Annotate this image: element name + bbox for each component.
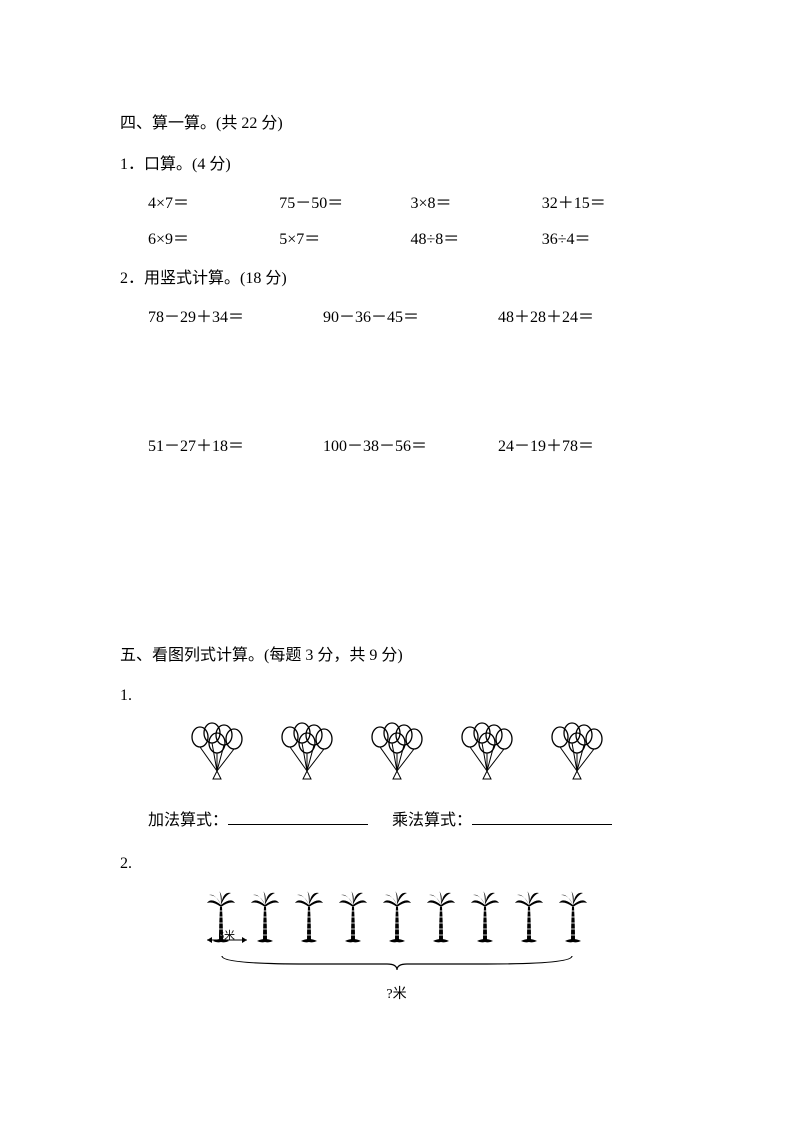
addition-label: 加法算式： bbox=[148, 807, 228, 836]
calc-cell: 24－19＋78＝ bbox=[498, 433, 673, 462]
s4-q1-row1: 4×7＝ 75－50＝ 3×8＝ 32＋15＝ bbox=[120, 190, 673, 219]
calc-cell: 48÷8＝ bbox=[411, 226, 542, 255]
balloon-bunch-icon bbox=[542, 721, 612, 791]
s4-q2-row2: 51－27＋18＝ 100－38－56＝ 24－19＋78＝ bbox=[120, 433, 673, 462]
s4-q2-row1: 78－29＋34＝ 90－36－45＝ 48＋28＋24＝ bbox=[120, 304, 673, 333]
calc-cell: 51－27＋18＝ bbox=[148, 433, 323, 462]
palm-tree-icon bbox=[557, 889, 589, 945]
balloon-bunch-icon bbox=[362, 721, 432, 791]
section5-title: 五、看图列式计算。(每题 3 分，共 9 分) bbox=[120, 642, 673, 671]
palm-tree-icon bbox=[381, 889, 413, 945]
multiplication-label: 乘法算式： bbox=[392, 807, 472, 836]
palm-tree-icon bbox=[337, 889, 369, 945]
calc-cell: 100－38－56＝ bbox=[323, 433, 498, 462]
brace-svg bbox=[217, 954, 577, 972]
balloon-bunch-icon bbox=[452, 721, 522, 791]
calc-cell: 78－29＋34＝ bbox=[148, 304, 323, 333]
calc-cell: 6×9＝ bbox=[148, 226, 279, 255]
balloon-bunch-icon bbox=[272, 721, 342, 791]
palm-tree-icon bbox=[425, 889, 457, 945]
palm-tree-icon bbox=[469, 889, 501, 945]
palm-tree-icon bbox=[249, 889, 281, 945]
palm-tree-icon bbox=[513, 889, 545, 945]
tree-figure: 6米 ?米 bbox=[120, 889, 673, 1008]
s5-q2-num: 2. bbox=[120, 850, 673, 879]
question-meters: ?米 bbox=[120, 982, 673, 1007]
palm-tree-icon bbox=[293, 889, 325, 945]
calc-cell: 4×7＝ bbox=[148, 190, 279, 219]
s4-q1-title: 1．口算。(4 分) bbox=[120, 151, 673, 180]
calc-cell: 32＋15＝ bbox=[542, 190, 673, 219]
calc-cell: 5×7＝ bbox=[279, 226, 410, 255]
s4-q1-row2: 6×9＝ 5×7＝ 48÷8＝ 36÷4＝ bbox=[120, 226, 673, 255]
balloon-row bbox=[120, 721, 673, 791]
calc-cell: 36÷4＝ bbox=[542, 226, 673, 255]
section4-title: 四、算一算。(共 22 分) bbox=[120, 110, 673, 139]
s4-q2-title: 2．用竖式计算。(18 分) bbox=[120, 265, 673, 294]
s5-q1-answers: 加法算式： 乘法算式： bbox=[120, 807, 673, 836]
s5-q1-num: 1. bbox=[120, 682, 673, 711]
multiplication-blank[interactable] bbox=[472, 807, 612, 825]
calc-cell: 3×8＝ bbox=[411, 190, 542, 219]
addition-blank[interactable] bbox=[228, 807, 368, 825]
tree-row: 6米 bbox=[120, 889, 673, 956]
balloon-bunch-icon bbox=[182, 721, 252, 791]
calc-cell: 48＋28＋24＝ bbox=[498, 304, 673, 333]
calc-cell: 75－50＝ bbox=[279, 190, 410, 219]
calc-cell: 90－36－45＝ bbox=[323, 304, 498, 333]
